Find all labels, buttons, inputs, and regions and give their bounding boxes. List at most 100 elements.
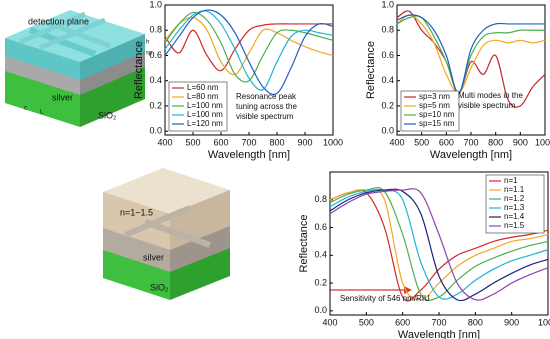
x-tick-label: 700 [241, 137, 256, 147]
x-tick-label: 900 [297, 137, 312, 147]
y-tick-label: 0.6 [381, 50, 394, 60]
y-tick-label: 0.4 [314, 250, 327, 260]
x-axis-title: Wavelength [nm] [430, 149, 512, 161]
x-tick-label: 600 [395, 317, 410, 327]
legend-label: n=1 [504, 176, 518, 185]
x-tick-label: 800 [468, 317, 483, 327]
annotation: Resonance peak [236, 92, 297, 101]
x-tick-label: 500 [414, 137, 429, 147]
diagram-label: SiO₂ [150, 282, 169, 292]
x-tick-label: 800 [269, 137, 284, 147]
top-face [5, 10, 145, 62]
legend-label: L=100 nm [187, 101, 223, 110]
diagram-label: L [40, 110, 44, 116]
y-axis-title: Reflectance [298, 214, 310, 272]
series-line [164, 9, 334, 96]
legend-label: n=1.5 [504, 221, 525, 230]
y-tick-label: 0.8 [314, 194, 327, 204]
diagram-label: silver [52, 92, 73, 102]
legend-box [485, 174, 545, 234]
series-line [164, 11, 334, 83]
legend-label: sp=3 nm [419, 92, 450, 101]
cap-right [80, 34, 145, 80]
diagram-label: h [146, 40, 149, 46]
x-axis-title: Wavelength [nm] [398, 329, 480, 339]
ridge [123, 205, 192, 238]
y-tick-label: 0.6 [314, 222, 327, 232]
y-tick-label: 0.2 [314, 277, 327, 287]
y-tick-label: 1.0 [149, 0, 162, 9]
structure-diagram [5, 10, 145, 127]
structure-diagram [103, 168, 230, 300]
ridge [19, 11, 86, 45]
legend-label: n=1.1 [504, 185, 525, 194]
series-line [396, 14, 546, 94]
arrow-head [404, 286, 412, 294]
legend-label: L=100 nm [187, 110, 223, 119]
y-axis-title: Reflectance [365, 41, 377, 99]
annotation: tuning across the [236, 102, 297, 111]
series-line [329, 188, 549, 301]
x-tick-label: 400 [389, 137, 404, 147]
x-tick-label: 400 [157, 137, 172, 147]
y-tick-label: 0.2 [381, 100, 394, 110]
diagram-label: SiO₂ [98, 110, 117, 120]
x-tick-label: 500 [359, 317, 374, 327]
y-tick-label: 0.0 [314, 305, 327, 315]
diagram-label: c [24, 106, 27, 112]
x-tick-label: 700 [431, 317, 446, 327]
medium-left [103, 192, 170, 250]
x-tick-label: 1000 [535, 137, 550, 147]
x-tick-label: 900 [504, 317, 519, 327]
legend-label: L=120 nm [187, 119, 223, 128]
legend-label: sp=10 nm [419, 110, 455, 119]
annotation: Sensitivity of 546 nm/RIU [340, 294, 430, 303]
annotation: visible spectrum [236, 112, 294, 121]
series-line [164, 10, 334, 91]
legend-label: n=1.2 [504, 194, 525, 203]
y-tick-label: 0.4 [381, 75, 394, 85]
y-axis-title: Reflectance [133, 41, 145, 99]
x-tick-label: 1000 [538, 317, 550, 327]
annotation: Multi modes in the [458, 91, 523, 100]
y-tick-label: 1.0 [381, 0, 394, 9]
legend-label: sp=5 nm [419, 101, 450, 110]
series-line [164, 16, 334, 76]
diagram-label: n=1~1.5 [120, 207, 153, 217]
y-tick-label: 0.0 [381, 126, 394, 136]
x-axis-title: Wavelength [nm] [208, 149, 290, 161]
legend-label: n=1.3 [504, 203, 525, 212]
series-line [396, 14, 546, 94]
y-tick-label: 0.8 [149, 25, 162, 35]
y-tick-label: 0.6 [149, 50, 162, 60]
ridge [39, 17, 106, 51]
x-tick-label: 1000 [323, 137, 343, 147]
diagram-label: silver [143, 252, 164, 262]
diagram-label: sp [146, 51, 153, 57]
diagram-label: detection plane [28, 16, 89, 26]
x-tick-label: 600 [213, 137, 228, 147]
legend-label: sp=15 nm [419, 119, 455, 128]
y-tick-label: 0.0 [149, 126, 162, 136]
legend-label: n=1.4 [504, 212, 525, 221]
ridge [143, 219, 212, 248]
x-tick-label: 600 [439, 137, 454, 147]
y-tick-label: 0.4 [149, 75, 162, 85]
legend-label: L=80 nm [187, 92, 219, 101]
cap-left [5, 38, 80, 80]
series-line [329, 188, 549, 302]
x-tick-label: 800 [488, 137, 503, 147]
x-tick-label: 700 [463, 137, 478, 147]
x-tick-label: 900 [513, 137, 528, 147]
top-face [103, 168, 230, 214]
series-line [396, 10, 546, 108]
y-tick-label: 0.2 [149, 100, 162, 110]
x-tick-label: 400 [322, 317, 337, 327]
series-line [164, 23, 334, 72]
y-tick-label: 0.8 [381, 25, 394, 35]
x-tick-label: 500 [185, 137, 200, 147]
annotation: visible spectrum [458, 101, 516, 110]
series-line [329, 188, 549, 300]
legend-label: L=60 nm [187, 83, 219, 92]
